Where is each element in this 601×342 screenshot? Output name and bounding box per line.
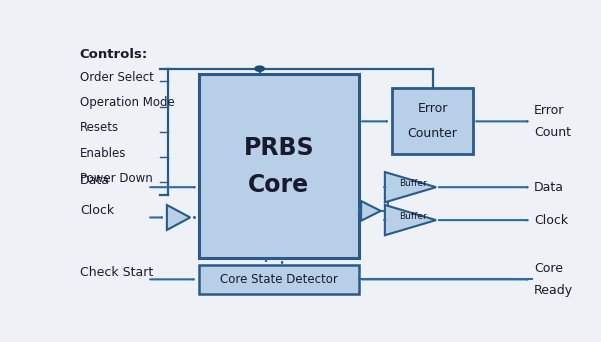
Text: Counter: Counter: [407, 128, 457, 141]
Text: Clock: Clock: [80, 205, 114, 218]
Text: Enables: Enables: [80, 147, 126, 160]
Text: Count: Count: [534, 126, 571, 139]
Text: Power Down: Power Down: [80, 172, 153, 185]
Text: Buffer: Buffer: [399, 179, 427, 188]
Text: Resets: Resets: [80, 121, 119, 134]
Text: Core: Core: [248, 173, 310, 197]
Text: Data: Data: [534, 181, 564, 194]
Polygon shape: [361, 201, 380, 221]
Text: Clock: Clock: [534, 214, 568, 227]
Text: Check Start: Check Start: [80, 266, 153, 279]
Bar: [392, 89, 474, 154]
Text: Data: Data: [80, 174, 110, 187]
Text: Buffer: Buffer: [399, 212, 427, 221]
Text: Core: Core: [534, 262, 563, 275]
Text: Error: Error: [418, 102, 448, 115]
Text: Ready: Ready: [534, 284, 573, 297]
Circle shape: [255, 66, 264, 71]
Text: Order Select: Order Select: [80, 71, 154, 84]
Text: PRBS: PRBS: [243, 136, 314, 160]
Polygon shape: [385, 172, 436, 202]
Text: Controls:: Controls:: [80, 48, 148, 61]
Text: Error: Error: [534, 104, 564, 117]
Text: Operation Mode: Operation Mode: [80, 96, 174, 109]
Bar: [198, 74, 359, 258]
Polygon shape: [385, 205, 436, 235]
Polygon shape: [167, 205, 190, 230]
Bar: [198, 265, 359, 294]
Text: Core State Detector: Core State Detector: [220, 273, 338, 286]
